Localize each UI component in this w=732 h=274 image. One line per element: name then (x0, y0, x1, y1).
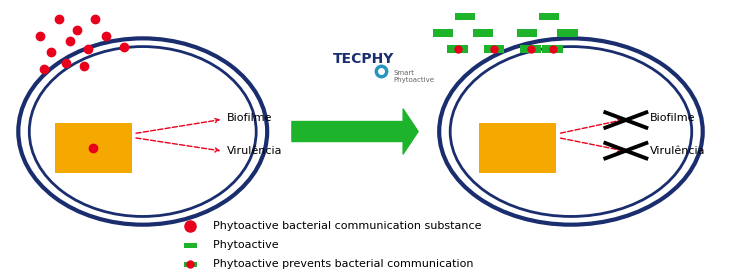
Bar (479, 123, 556, 173)
Bar (455, 13, 475, 20)
Bar (539, 13, 559, 20)
Bar (433, 29, 453, 37)
Bar (184, 262, 197, 267)
Text: TECPHY: TECPHY (333, 52, 395, 66)
Bar (557, 29, 578, 37)
Bar (473, 29, 493, 37)
Text: Biofilme: Biofilme (650, 113, 695, 123)
Text: Phytoactive prevents bacterial communication: Phytoactive prevents bacterial communica… (206, 259, 474, 269)
Bar (517, 29, 537, 37)
Bar (484, 45, 504, 53)
Bar (447, 45, 468, 53)
Bar (520, 45, 541, 53)
Text: Phytoactive: Phytoactive (206, 240, 279, 250)
Bar (184, 243, 197, 248)
Text: Virulência: Virulência (227, 146, 283, 156)
Bar (55, 123, 132, 173)
Text: Biofilme: Biofilme (227, 113, 272, 123)
Text: Smart
Phytoactive: Smart Phytoactive (394, 70, 435, 83)
Text: Phytoactive bacterial communication substance: Phytoactive bacterial communication subs… (206, 221, 482, 231)
Text: Virulência: Virulência (650, 146, 706, 156)
Bar (542, 45, 563, 53)
